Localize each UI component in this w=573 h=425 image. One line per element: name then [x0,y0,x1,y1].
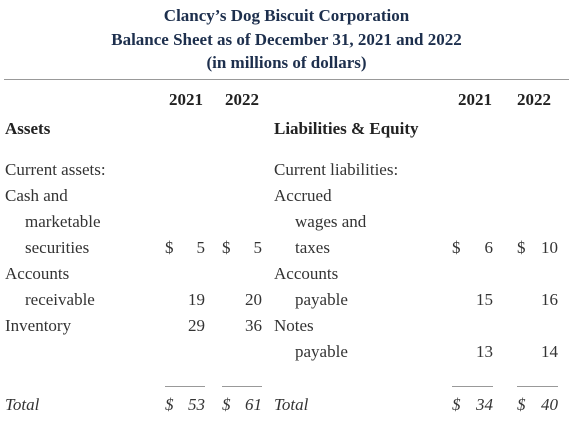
amount: 5 [253,238,263,257]
currency-symbol: $ [165,238,174,257]
row-label: Notes [274,316,314,335]
row-label: Accounts [274,264,339,283]
total-label: Total [5,395,40,414]
amount: 20 [245,290,262,309]
amount: 53 [188,395,205,414]
row-label: Current liabilities: [274,160,399,179]
row-label: receivable [25,290,95,309]
year-header: 2022 [225,90,259,109]
row-label: Inventory [5,316,72,335]
row-label: taxes [295,238,330,257]
amount: 29 [188,316,205,335]
total-rule [452,386,493,387]
currency-symbol: $ [517,395,526,414]
amount: 15 [476,290,493,309]
row-label: marketable [25,212,101,231]
amount: 13 [476,342,493,361]
amount: 10 [541,238,558,257]
amount: 16 [541,290,558,309]
row-label: wages and [295,212,367,231]
amount: 5 [196,238,206,257]
row-label: payable [295,290,348,309]
total-rule [165,386,205,387]
currency-symbol: $ [165,395,174,414]
total-label: Total [274,395,309,414]
currency-symbol: $ [452,238,461,257]
subtitle: Balance Sheet as of December 31, 2021 an… [111,30,462,49]
amount: 14 [541,342,558,361]
year-header: 2021 [458,90,492,109]
row-label: securities [25,238,90,257]
amount: 34 [476,395,493,414]
section-heading: Liabilities & Equity [274,119,419,138]
row-label: Accrued [274,186,332,205]
row-label: Current assets: [5,160,106,179]
year-header: 2021 [169,90,203,109]
currency-symbol: $ [222,395,231,414]
total-rule [222,386,262,387]
units: (in millions of dollars) [206,53,367,72]
currency-symbol: $ [222,238,231,257]
year-header: 2022 [517,90,551,109]
header-rule [4,79,569,80]
row-label: Cash and [5,186,68,205]
amount: 40 [541,395,558,414]
total-rule [517,386,558,387]
row-label: Accounts [5,264,70,283]
currency-symbol: $ [452,395,461,414]
row-label: payable [295,342,348,361]
amount: 61 [245,395,262,414]
amount: 36 [245,316,262,335]
amount: 6 [484,238,494,257]
currency-symbol: $ [517,238,526,257]
section-heading: Assets [5,119,51,138]
title: Clancy’s Dog Biscuit Corporation [163,6,410,25]
amount: 19 [188,290,205,309]
